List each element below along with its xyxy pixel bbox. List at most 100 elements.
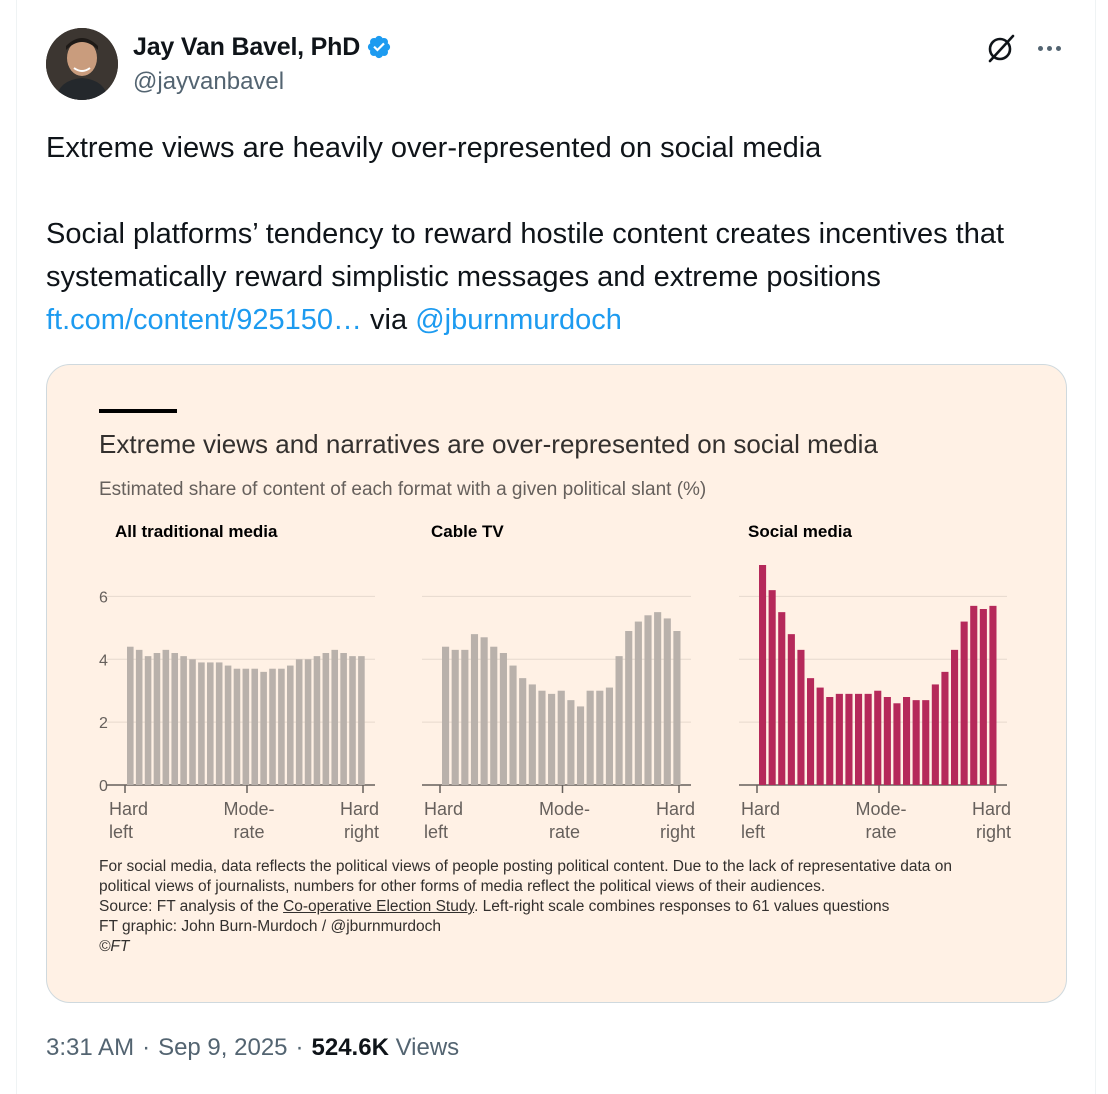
bar xyxy=(970,605,978,785)
bar xyxy=(269,668,276,785)
bar xyxy=(528,684,536,785)
bar xyxy=(233,668,241,785)
avatar[interactable] xyxy=(46,28,118,100)
bar xyxy=(960,621,968,785)
x-tick-label: right xyxy=(344,822,379,842)
chart-notes: For social media, data reflects the poli… xyxy=(99,857,999,957)
bar xyxy=(180,656,187,785)
views[interactable]: 524.6K Views xyxy=(312,1034,460,1062)
bar xyxy=(663,618,671,785)
verified-badge-icon[interactable] xyxy=(366,34,392,60)
x-tick-label: left xyxy=(741,822,765,842)
bar xyxy=(759,565,767,785)
bar xyxy=(883,697,891,785)
bar xyxy=(931,684,939,785)
ft-rule xyxy=(99,409,177,413)
x-tick-label: rate xyxy=(865,822,896,842)
bar xyxy=(224,665,232,785)
author-row: Jay Van Bavel, PhD xyxy=(133,30,392,64)
bar xyxy=(519,678,527,785)
bar xyxy=(654,612,662,785)
bar xyxy=(864,693,872,785)
bar xyxy=(912,700,920,785)
bar xyxy=(349,656,356,785)
x-tick-label: right xyxy=(660,822,695,842)
bar xyxy=(171,653,179,785)
bar xyxy=(451,649,459,785)
bar xyxy=(322,653,330,785)
bar xyxy=(768,590,776,785)
bar xyxy=(499,653,507,785)
note-line-2: political views of journalists, numbers … xyxy=(99,878,826,895)
bar xyxy=(644,615,652,785)
views-label: Views xyxy=(395,1034,460,1061)
source-line: Source: FT analysis of the Co-operative … xyxy=(99,897,999,917)
bar xyxy=(189,659,196,785)
note-line-1: For social media, data reflects the poli… xyxy=(99,858,952,875)
y-tick-label: 2 xyxy=(99,715,108,732)
bar xyxy=(313,656,321,785)
tweet-frame xyxy=(16,0,1096,1094)
bar xyxy=(835,693,843,785)
x-tick-label: Hard xyxy=(340,799,379,819)
bar xyxy=(787,634,795,785)
tweet-time[interactable]: 3:31 AM xyxy=(46,1034,135,1061)
source-suffix: . Left-right scale combines responses to… xyxy=(474,898,890,915)
chart-title: Extreme views and narratives are over-re… xyxy=(99,429,878,459)
bar xyxy=(242,668,250,785)
bar xyxy=(797,649,805,785)
bar xyxy=(673,631,681,785)
tweet-meta: 3:31 AM · Sep 9, 2025 · 524.6K Views xyxy=(46,1034,459,1062)
author-handle[interactable]: @jayvanbavel xyxy=(133,68,285,95)
bar xyxy=(605,687,614,785)
bar xyxy=(874,690,882,785)
x-tick-label: Hard xyxy=(424,799,463,819)
more-options-icon[interactable] xyxy=(1032,33,1066,63)
bar xyxy=(567,700,575,785)
x-tick-label: left xyxy=(109,822,133,842)
bar xyxy=(989,605,997,785)
x-tick-label: Hard xyxy=(109,799,148,819)
tweet-line-2-text: Social platforms’ tendency to reward hos… xyxy=(46,218,1005,293)
bar xyxy=(634,621,642,785)
bar xyxy=(295,659,303,785)
bar xyxy=(287,665,294,785)
mention-link[interactable]: @jburnmurdoch xyxy=(415,304,622,336)
source-prefix: Source: FT analysis of the xyxy=(99,898,284,915)
bar xyxy=(903,697,911,785)
x-tick-label: Hard xyxy=(741,799,780,819)
bar xyxy=(144,656,152,785)
bar xyxy=(576,706,585,785)
bar xyxy=(615,656,623,785)
bar xyxy=(893,703,901,785)
bar xyxy=(596,690,604,785)
author-name[interactable]: Jay Van Bavel, PhD xyxy=(133,32,361,61)
x-tick-label: Mode- xyxy=(539,799,590,819)
x-tick-label: Hard xyxy=(656,799,695,819)
x-tick-label: right xyxy=(976,822,1011,842)
bar xyxy=(278,668,285,785)
bar xyxy=(442,646,450,785)
grok-icon[interactable] xyxy=(984,31,1018,65)
x-tick-label: Hard xyxy=(972,799,1011,819)
x-tick-label: rate xyxy=(549,822,580,842)
bar xyxy=(979,609,987,785)
bar xyxy=(586,690,594,785)
bar xyxy=(557,690,565,785)
views-count: 524.6K xyxy=(311,1034,389,1061)
x-tick-label: rate xyxy=(233,822,264,842)
panel-title: Cable TV xyxy=(431,522,504,541)
tweet-date[interactable]: Sep 9, 2025 xyxy=(158,1034,288,1061)
bar xyxy=(625,631,633,785)
meta-dot: · xyxy=(142,1034,151,1061)
media-card[interactable]: Extreme views and narratives are over-re… xyxy=(46,364,1067,1003)
bar xyxy=(153,653,161,785)
bar xyxy=(548,693,556,785)
panel-title: All traditional media xyxy=(115,522,278,541)
bar xyxy=(922,700,930,785)
bar xyxy=(461,649,469,785)
x-tick-label: Mode- xyxy=(855,799,906,819)
tweet-line-1: Extreme views are heavily over-represent… xyxy=(46,132,822,164)
article-link[interactable]: ft.com/content/925150… xyxy=(46,304,362,336)
bar xyxy=(207,662,214,785)
